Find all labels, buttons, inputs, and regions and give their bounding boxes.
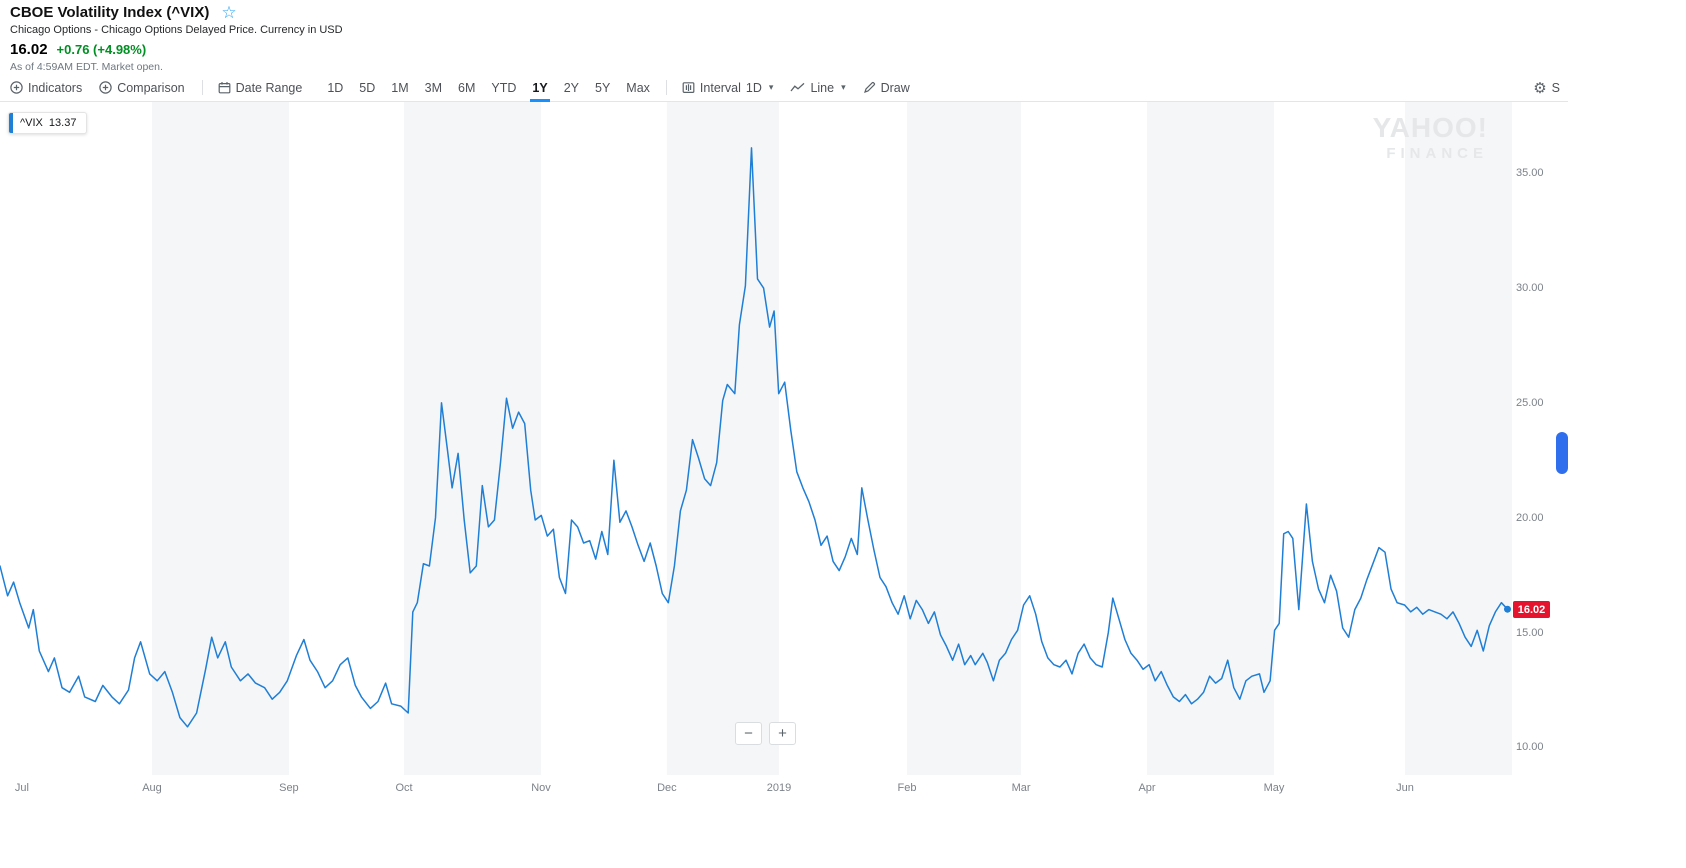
range-1d[interactable]: 1D — [327, 80, 344, 95]
current-price: 16.02 — [10, 41, 48, 58]
range-5d[interactable]: 5D — [359, 80, 376, 95]
exchange-info: Chicago Options - Chicago Options Delaye… — [10, 24, 343, 36]
y-axis: 16.02 10.00 15.00 20.00 25.00 30.00 35.00 — [1512, 102, 1568, 775]
interval-value: 1D — [745, 80, 762, 95]
draw-button[interactable]: Draw — [863, 74, 910, 101]
quote-header: CBOE Volatility Index (^VIX) ☆ Chicago O… — [10, 4, 343, 73]
range-1y-active[interactable]: 1Y — [524, 74, 555, 102]
calendar-icon — [218, 81, 231, 94]
x-axis-label: Mar — [1011, 782, 1031, 794]
y-axis-label: 10.00 — [1516, 741, 1544, 754]
circle-plus-icon — [99, 81, 112, 94]
x-axis-label: Jul — [14, 782, 29, 794]
scrollbar-thumb[interactable] — [1556, 432, 1568, 474]
circle-plus-icon — [10, 81, 23, 94]
watchlist-star-icon[interactable]: ☆ — [221, 3, 237, 22]
y-axis-label: 30.00 — [1516, 282, 1544, 295]
gear-icon[interactable]: ⚙ — [1533, 79, 1547, 97]
toolbar-divider — [201, 80, 203, 95]
x-axis-label: Sep — [279, 782, 299, 794]
zoom-controls: − + — [735, 722, 796, 745]
range-tabs: 1D 5D 1M 3M 6M YTD 1Y 2Y 5Y Max — [319, 74, 658, 102]
x-axis-label: Apr — [1138, 782, 1156, 794]
chevron-down-icon: ▾ — [841, 82, 846, 92]
legend-symbol: ^VIX — [20, 117, 43, 129]
x-axis-label: May — [1263, 782, 1285, 794]
range-1m[interactable]: 1M — [391, 80, 409, 95]
chart-legend: ^VIX 13.37 — [8, 112, 88, 134]
range-5y[interactable]: 5Y — [595, 80, 611, 95]
range-max[interactable]: Max — [626, 80, 650, 95]
chart-area: ^VIX 13.37 YAHOO! FINANCE − + — [0, 102, 1512, 775]
y-axis-label: 25.00 — [1516, 396, 1544, 409]
date-range-button[interactable]: Date Range — [218, 74, 303, 101]
legend-value: 13.37 — [48, 117, 77, 129]
x-axis-label: Feb — [897, 782, 917, 794]
market-status: As of 4:59AM EDT. Market open. — [10, 61, 163, 73]
indicators-label: Indicators — [28, 80, 83, 95]
x-axis-label: Nov — [531, 782, 551, 794]
interval-label: Interval — [699, 80, 741, 95]
comparison-button[interactable]: Comparison — [99, 74, 185, 101]
y-axis-label: 15.00 — [1516, 626, 1544, 639]
x-axis-label: 2019 — [766, 782, 792, 794]
range-ytd[interactable]: YTD — [491, 80, 517, 95]
interval-icon — [682, 81, 695, 94]
chart-toolbar: Indicators Comparison Date Range 1D 5D 1… — [0, 74, 1568, 102]
zoom-out-button[interactable]: − — [735, 722, 762, 745]
range-3m[interactable]: 3M — [424, 80, 443, 95]
settings-label-partial: S — [1551, 80, 1560, 95]
page-title: CBOE Volatility Index (^VIX) — [10, 4, 210, 21]
line-chart-icon — [790, 82, 805, 93]
chevron-down-icon: ▾ — [768, 82, 774, 92]
range-6m[interactable]: 6M — [458, 80, 476, 95]
x-axis-label: Dec — [657, 782, 677, 794]
chart-type-dropdown[interactable]: Line ▾ — [790, 74, 846, 101]
comparison-label: Comparison — [117, 80, 185, 95]
current-price-tag: 16.02 — [1513, 601, 1550, 619]
y-axis-label: 35.00 — [1516, 167, 1544, 180]
x-axis-label: Jun — [1396, 782, 1414, 794]
price-change: +0.76 (+4.98%) — [56, 42, 147, 57]
date-range-label: Date Range — [235, 80, 303, 95]
range-2y[interactable]: 2Y — [563, 80, 579, 95]
y-axis-label: 20.00 — [1516, 511, 1544, 524]
x-axis-label: Oct — [395, 782, 413, 794]
pencil-icon — [863, 81, 876, 94]
x-axis-label: Aug — [142, 782, 162, 794]
draw-label: Draw — [880, 80, 910, 95]
interval-dropdown[interactable]: Interval 1D ▾ — [682, 74, 774, 101]
zoom-in-button[interactable]: + — [769, 722, 796, 745]
price-line-chart[interactable] — [0, 102, 1512, 775]
chart-type-label: Line — [810, 80, 835, 95]
x-axis: Jul Aug Sep Oct Nov Dec 2019 Feb Mar Apr May Jun — [0, 775, 1512, 800]
indicators-button[interactable]: Indicators — [10, 74, 82, 101]
toolbar-divider — [665, 80, 667, 95]
legend-color-bar — [9, 113, 13, 133]
